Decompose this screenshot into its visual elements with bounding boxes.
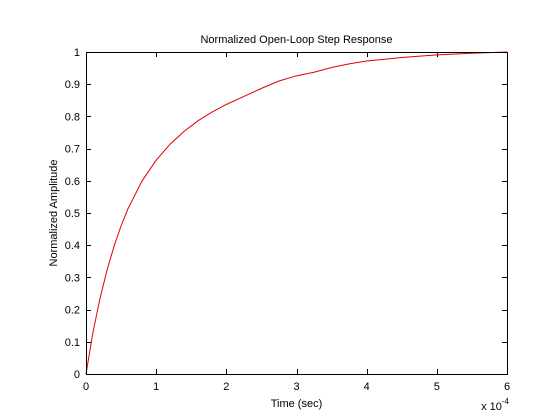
x-axis-multiplier-base: x 10 [481, 401, 502, 413]
x-axis-multiplier: x 10-4 [481, 397, 509, 413]
y-tick-label: 0.6 [65, 176, 80, 188]
y-tick-label: 0.5 [65, 208, 80, 220]
axes-frame [86, 52, 508, 375]
ticks-layer: 0 1 2 3 4 5 6 0 0.1 0.2 0.3 0.4 0.5 0.6 0.7 0.8 0.9 1 [65, 47, 510, 393]
y-tick-label: 0.2 [65, 305, 80, 317]
y-tick-label: 0.7 [65, 144, 80, 156]
y-tick-label: 0.1 [65, 337, 80, 349]
x-tick-label: 2 [223, 381, 229, 393]
y-tick-label: 0 [74, 369, 80, 381]
y-tick-label: 0.9 [65, 79, 80, 91]
axes-background [86, 52, 507, 374]
x-axis-multiplier-exponent: -4 [502, 397, 510, 406]
x-tick-label: 6 [504, 381, 510, 393]
y-tick-label: 0.4 [65, 240, 80, 252]
x-axis-label: Time (sec) [271, 398, 323, 410]
series-layer [85, 51, 508, 375]
x-tick-label: 0 [83, 381, 89, 393]
y-tick-label: 0.8 [65, 111, 80, 123]
chart-title: Normalized Open-Loop Step Response [200, 34, 392, 46]
x-tick-label: 1 [153, 381, 159, 393]
step-response-line [85, 51, 508, 375]
x-tick-label: 4 [364, 381, 370, 393]
y-axis-label: Normalized Amplitude [48, 160, 60, 267]
x-tick-label: 5 [434, 381, 440, 393]
x-tick-label: 3 [293, 381, 299, 393]
y-tick-label: 1 [74, 47, 80, 59]
y-tick-label: 0.3 [65, 272, 80, 284]
